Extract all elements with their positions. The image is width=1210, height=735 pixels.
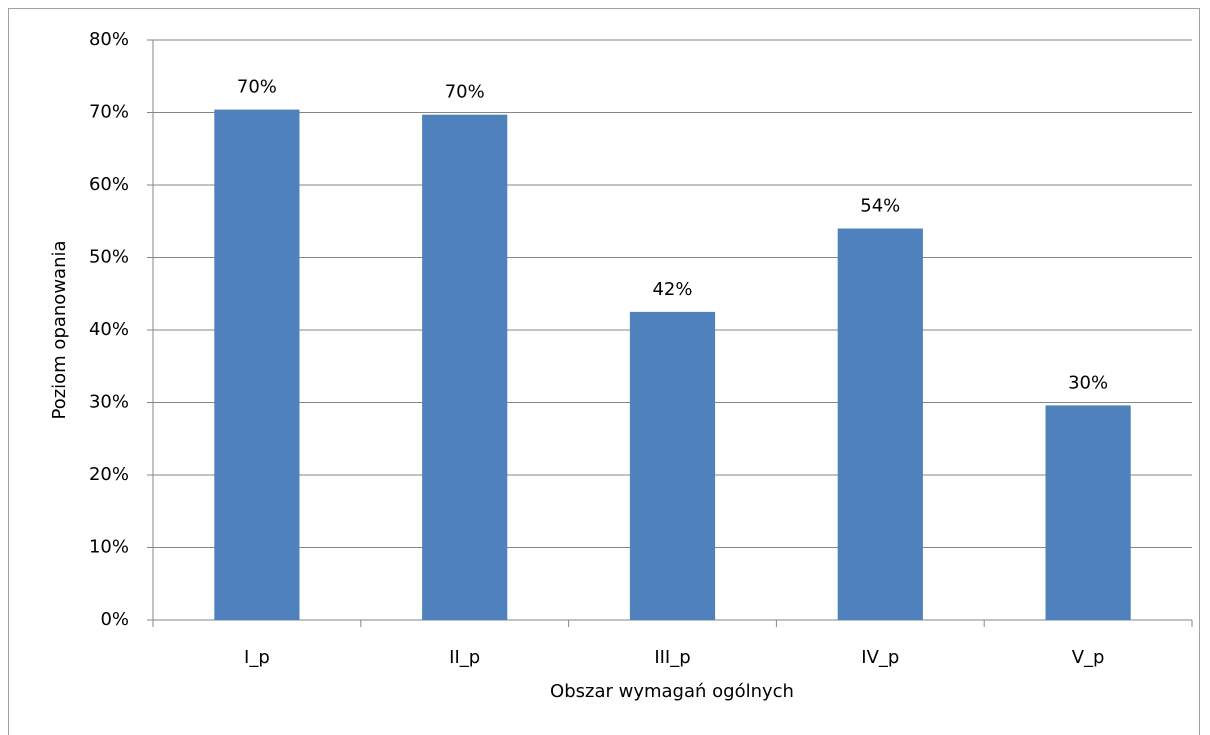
y-tick-label: 80% xyxy=(89,29,129,50)
x-tick-label: II_p xyxy=(449,647,480,668)
x-tick-label: V_p xyxy=(1072,647,1105,668)
y-tick-label: 0% xyxy=(100,609,129,630)
y-tick-label: 30% xyxy=(89,392,129,413)
x-axis-title: Obszar wymagań ogólnych xyxy=(550,681,794,702)
y-tick-label: 60% xyxy=(89,174,129,195)
bar xyxy=(214,109,300,620)
bar xyxy=(629,311,716,620)
data-label: 70% xyxy=(445,82,485,103)
chart-border xyxy=(8,8,1200,735)
x-tick-label: III_p xyxy=(654,647,690,668)
bar xyxy=(422,114,508,621)
y-tick-label: 50% xyxy=(89,247,129,268)
data-label: 70% xyxy=(237,77,277,98)
data-label: 54% xyxy=(860,196,900,217)
y-tick-label: 40% xyxy=(89,319,129,340)
data-label: 42% xyxy=(652,279,692,300)
bar xyxy=(1045,405,1131,620)
y-tick-label: 20% xyxy=(89,464,129,485)
bar xyxy=(837,228,923,620)
data-label: 30% xyxy=(1068,372,1108,393)
y-tick-label: 10% xyxy=(89,537,129,558)
y-tick-label: 70% xyxy=(89,102,129,123)
x-tick-label: IV_p xyxy=(861,647,899,668)
y-axis-title: Poziom opanowania xyxy=(49,240,70,419)
x-tick-label: I_p xyxy=(244,647,270,668)
